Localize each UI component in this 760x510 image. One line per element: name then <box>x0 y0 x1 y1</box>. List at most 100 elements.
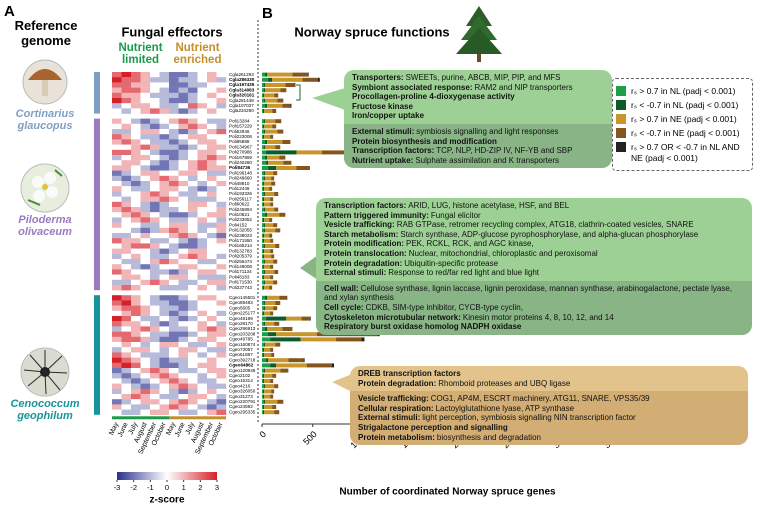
heat-cell <box>197 378 208 384</box>
heat-cell <box>131 227 141 234</box>
bar-segment <box>262 233 264 238</box>
row-label: Cgeo28170 <box>229 321 253 326</box>
heat-cell <box>216 326 227 332</box>
heat-cell <box>207 72 217 78</box>
bar-segment <box>263 218 265 222</box>
heat-cell <box>121 72 132 78</box>
bar-segment <box>274 410 280 415</box>
row-label: Cgla314083 <box>229 87 255 92</box>
heat-cell <box>121 362 132 369</box>
heat-cell <box>216 362 227 369</box>
heat-cell <box>121 98 132 104</box>
heat-cell <box>159 98 170 104</box>
legend-entry: rₛ > 0.7 OR < -0.7 in NL AND NE (padj < … <box>616 142 749 163</box>
heat-cell <box>188 316 198 322</box>
heat-cell <box>131 259 141 265</box>
heat-cell <box>121 310 132 317</box>
heat-cell <box>121 368 132 374</box>
bar-segment <box>265 244 276 248</box>
bar-segment <box>302 77 318 82</box>
bar-segment <box>262 379 264 383</box>
heat-cell <box>140 217 151 223</box>
row-label: Poli13284 <box>229 118 250 123</box>
heat-cell <box>112 238 122 244</box>
callout-detail: Starch synthase, ADP-glucose pyrophospho… <box>400 229 699 239</box>
heat-cell <box>140 139 151 145</box>
heat-cell <box>188 72 198 78</box>
heat-cell <box>188 243 198 249</box>
callout-detail: light perception, symbiosis signalling N… <box>422 413 636 423</box>
callout-heading: External stimuli: <box>352 126 415 136</box>
heat-cell <box>197 233 208 239</box>
heat-cell <box>178 77 189 83</box>
row-label: Poli167869 <box>229 155 252 160</box>
heat-cell <box>121 357 132 363</box>
callout-item: Starch metabolism: Starch synthase, ADP-g… <box>324 230 744 240</box>
heat-cell <box>207 295 217 301</box>
heat-cell <box>159 217 170 223</box>
species-name: Piloderma olivaceum <box>18 214 72 238</box>
heat-cell <box>150 98 160 104</box>
bar-segment <box>264 192 266 196</box>
bar-segment <box>263 249 265 254</box>
row-label: Poli223006 <box>229 134 252 139</box>
heat-cell <box>197 409 208 415</box>
heat-cell <box>216 399 227 405</box>
bar-segment <box>262 166 269 170</box>
heat-cell <box>207 331 217 337</box>
heat-cell <box>197 383 208 389</box>
heat-cell <box>197 331 208 337</box>
heat-cell <box>131 336 141 343</box>
row-label: Poli240260 <box>229 160 252 165</box>
heat-cell <box>112 201 122 208</box>
heat-cell <box>169 103 179 109</box>
heat-cell <box>169 373 179 379</box>
heat-cell <box>178 274 189 280</box>
callout-item: Cellular respiration: Lactoylglutathione … <box>358 404 740 414</box>
heat-cell <box>131 181 141 187</box>
heat-cell <box>207 233 217 239</box>
heat-cell <box>140 259 151 265</box>
colorbar-tick-label: 3 <box>215 483 219 492</box>
heat-cell <box>169 399 179 405</box>
bar-segment <box>267 103 283 108</box>
row-label: Cgeo51867 <box>229 352 253 357</box>
bar-segment <box>264 134 271 139</box>
bar-segment <box>263 202 265 207</box>
heat-cell <box>197 274 208 280</box>
callout-item: DREB transcription factors <box>358 369 740 379</box>
callout-item: Vesicle trafficking: COG1, AP4M, ESCRT ma… <box>358 394 740 404</box>
row-label: Cgeo160874 <box>229 342 256 347</box>
heat-cell <box>121 186 132 192</box>
heat-cell <box>197 269 208 275</box>
callout-pointer <box>332 374 352 392</box>
bar-segment <box>277 129 284 134</box>
heat-cell <box>188 388 198 395</box>
heat-cell <box>112 155 122 161</box>
heat-cell <box>207 149 217 156</box>
callout-heading: Vesicle trafficking: <box>358 394 429 404</box>
bar-segment <box>309 316 311 321</box>
heat-cell <box>178 123 189 130</box>
heat-cell <box>216 233 227 239</box>
bar-segment <box>264 264 271 269</box>
heat-cell <box>188 310 198 317</box>
heat-cell <box>159 123 170 130</box>
heat-cell <box>131 139 141 145</box>
callout-heading: Symbiont associated response: <box>352 82 473 92</box>
heat-cell <box>131 399 141 405</box>
bar-segment <box>275 145 281 150</box>
heat-cell <box>169 87 179 93</box>
heat-cell <box>131 388 141 395</box>
heatmap-title: Fungal effectors <box>121 24 222 39</box>
heat-cell <box>140 321 151 327</box>
heat-cell <box>150 212 160 218</box>
heat-cell <box>188 118 198 124</box>
heat-cell <box>131 160 141 166</box>
heat-cell <box>159 368 170 374</box>
bar-segment <box>265 259 274 264</box>
heat-cell <box>188 295 198 301</box>
heat-cell <box>140 357 151 363</box>
heat-cell <box>112 368 122 374</box>
heat-cell <box>121 305 132 311</box>
